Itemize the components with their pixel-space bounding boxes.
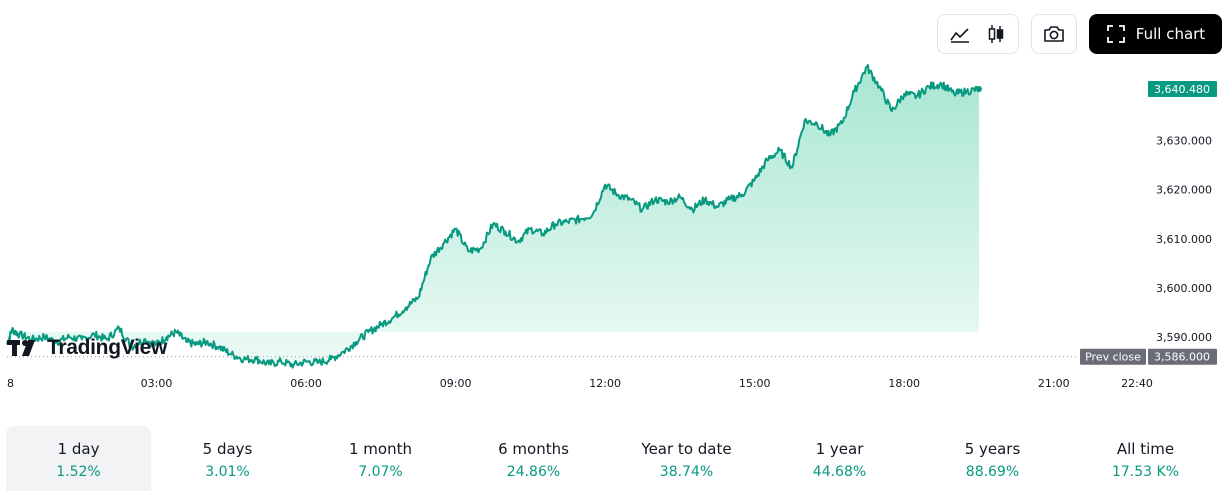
period-change-value: 3.01% (205, 464, 250, 480)
y-tick-label: 3,600.000 (1156, 282, 1212, 295)
period-tab-all-time[interactable]: All time 17.53 K% (1069, 426, 1222, 491)
x-tick-label: 18:00 (888, 377, 920, 390)
last-price-label: 3,640.480 (1154, 83, 1210, 96)
period-change-value: 7.07% (358, 464, 403, 480)
logo-text: TradingView (47, 336, 168, 359)
period-tab-5-years[interactable]: 5 years 88.69% (916, 426, 1069, 491)
prev-close-label: 3,586.000 (1154, 351, 1210, 364)
x-tick-label: 09:00 (440, 377, 472, 390)
snapshot-group (1031, 14, 1077, 54)
period-performance-bar: 1 day 1.52% 5 days 3.01% 1 month 7.07% 6 month… (6, 426, 1222, 491)
x-tick-label: 12:00 (589, 377, 621, 390)
period-label: All time (1116, 440, 1175, 458)
y-tick-label: 3,620.000 (1156, 184, 1212, 197)
area-line-chart-icon[interactable] (942, 17, 978, 51)
period-tab-5-days[interactable]: 5 days 3.01% (151, 426, 304, 491)
period-change-value: 38.74% (659, 464, 714, 480)
period-change-value: 1.52% (56, 464, 101, 480)
last-price-badge: 3,640.480 (1148, 81, 1217, 98)
period-label: 5 days (202, 440, 253, 458)
fullscreen-icon (1106, 25, 1125, 43)
price-area-fill (7, 65, 979, 368)
x-axis: 8 03:00 06:00 09:00 12:00 15:00 18:00 21:00 22:4… (7, 377, 1153, 390)
period-tab-6-months[interactable]: 6 months 24.86% (457, 426, 610, 491)
period-tab-1-year[interactable]: 1 year 44.68% (763, 426, 916, 491)
camera-icon[interactable] (1036, 17, 1072, 51)
period-label: Year to date (641, 440, 732, 458)
period-tab-1-month[interactable]: 1 month 7.07% (304, 426, 457, 491)
x-tick-label: 8 (7, 377, 14, 390)
x-tick-label: 22:40 (1121, 377, 1153, 390)
period-change-value: 24.86% (506, 464, 561, 480)
period-change-value: 17.53 K% (1111, 464, 1179, 480)
period-tab-year-to-date[interactable]: Year to date 38.74% (610, 426, 763, 491)
period-label: 5 years (964, 440, 1021, 458)
y-tick-label: 3,590.000 (1156, 331, 1212, 344)
x-tick-label: 15:00 (739, 377, 771, 390)
x-tick-label: 03:00 (141, 377, 173, 390)
full-chart-button[interactable]: Full chart (1089, 14, 1222, 54)
chart-type-group (937, 14, 1019, 54)
x-tick-label: 21:00 (1038, 377, 1070, 390)
period-label: 1 month (349, 440, 412, 458)
full-chart-label: Full chart (1135, 25, 1206, 43)
period-change-value: 88.69% (965, 464, 1020, 480)
price-line (6, 64, 980, 369)
y-axis: 3,590.000 3,600.000 3,610.000 3,620.000 3,63… (1156, 135, 1212, 345)
x-tick-label: 06:00 (290, 377, 322, 390)
candlestick-icon[interactable] (978, 17, 1014, 51)
last-price-dot (975, 86, 982, 93)
chart-toolbar: Full chart (937, 14, 1222, 54)
tradingview-logo-icon (7, 340, 35, 356)
period-label: 1 year (815, 440, 864, 458)
y-tick-label: 3,630.000 (1156, 135, 1212, 148)
y-tick-label: 3,610.000 (1156, 233, 1212, 246)
period-tab-1-day[interactable]: 1 day 1.52% (6, 426, 151, 491)
period-change-value: 44.68% (812, 464, 867, 480)
period-label: 1 day (57, 440, 100, 458)
period-label: 6 months (498, 440, 569, 458)
tradingview-logo[interactable]: TradingView (7, 336, 167, 360)
price-chart[interactable]: 3,590.000 3,600.000 3,610.000 3,620.000 3,63… (0, 0, 1226, 400)
prev-close-text: Prev close (1085, 351, 1141, 364)
prev-close-badges: Prev close 3,586.000 (1080, 348, 1217, 365)
